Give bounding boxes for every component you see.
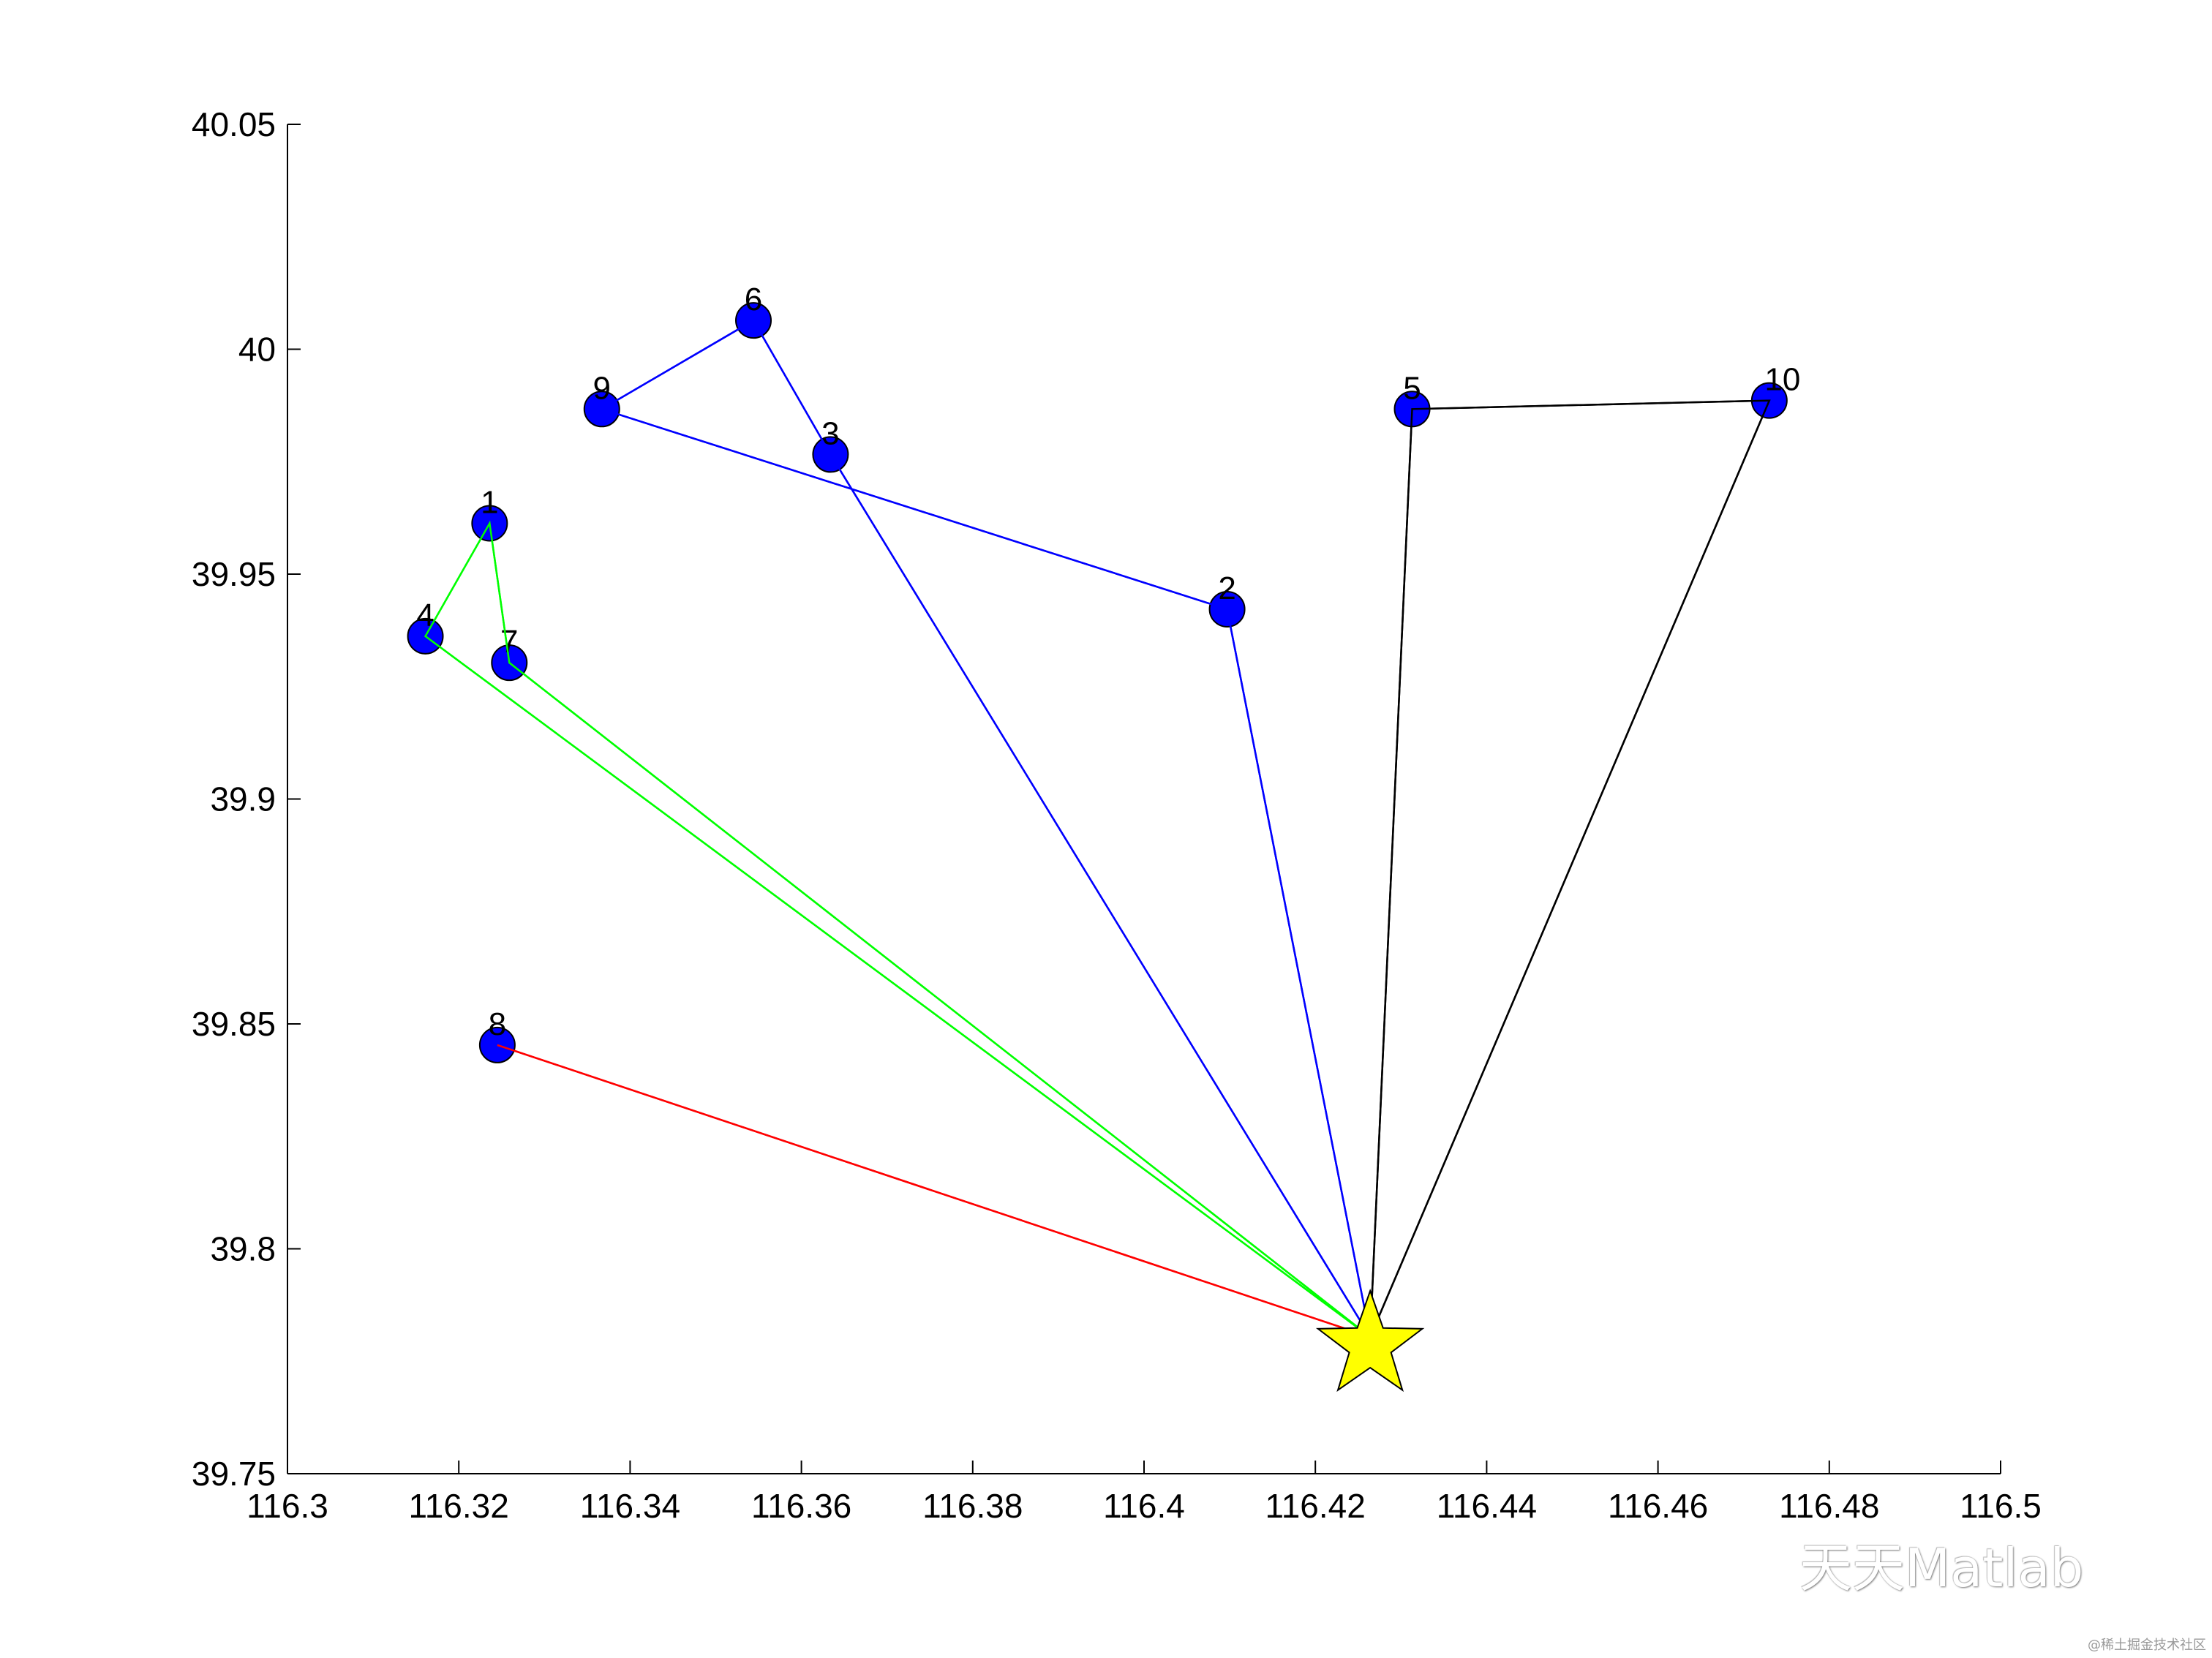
point-label: 7 <box>500 624 518 660</box>
point-label: 5 <box>1403 370 1421 406</box>
y-tick-label: 39.95 <box>192 555 276 593</box>
point-label: 2 <box>1218 570 1235 606</box>
y-tick-label: 39.85 <box>192 1005 276 1043</box>
y-tick-label: 39.9 <box>210 780 276 818</box>
x-tick-label: 116.44 <box>1437 1487 1537 1525</box>
point-label: 8 <box>489 1006 506 1042</box>
x-tick-label: 116.36 <box>751 1487 851 1525</box>
route-line-overlay <box>599 319 1372 1338</box>
x-tick-label: 116.48 <box>1779 1487 1879 1525</box>
y-tick-label: 39.75 <box>192 1455 276 1493</box>
point-label: 10 <box>1764 362 1800 398</box>
route-line-overlay <box>424 520 1371 1338</box>
point-label: 4 <box>416 598 434 633</box>
x-tick-label: 116.42 <box>1265 1487 1366 1525</box>
point-label: 3 <box>821 415 839 451</box>
route-line <box>424 520 1371 1338</box>
watermark-source: @稀土掘金技术社区 <box>2088 1638 2206 1653</box>
point-label: 1 <box>481 485 498 521</box>
point-label: 9 <box>593 370 611 406</box>
route-line <box>599 319 1372 1338</box>
y-tick-label: 40 <box>238 331 276 369</box>
x-tick-label: 116.34 <box>580 1487 680 1525</box>
x-tick-label: 116.38 <box>922 1487 1023 1525</box>
route-line-overlay <box>1369 399 1771 1338</box>
x-tick-label: 116.3 <box>247 1487 328 1525</box>
x-tick-label: 116.5 <box>1960 1487 2042 1525</box>
y-tick-label: 40.05 <box>192 105 276 143</box>
watermark: 天天Matlab <box>1799 1537 2084 1599</box>
x-tick-label: 116.32 <box>409 1487 509 1525</box>
y-tick-label: 39.8 <box>210 1230 276 1268</box>
route-line-overlay <box>497 1044 1371 1338</box>
point-label: 6 <box>745 282 762 317</box>
x-tick-label: 116.4 <box>1103 1487 1185 1525</box>
x-tick-label: 116.46 <box>1608 1487 1708 1525</box>
depot-star-marker <box>1315 1288 1425 1393</box>
